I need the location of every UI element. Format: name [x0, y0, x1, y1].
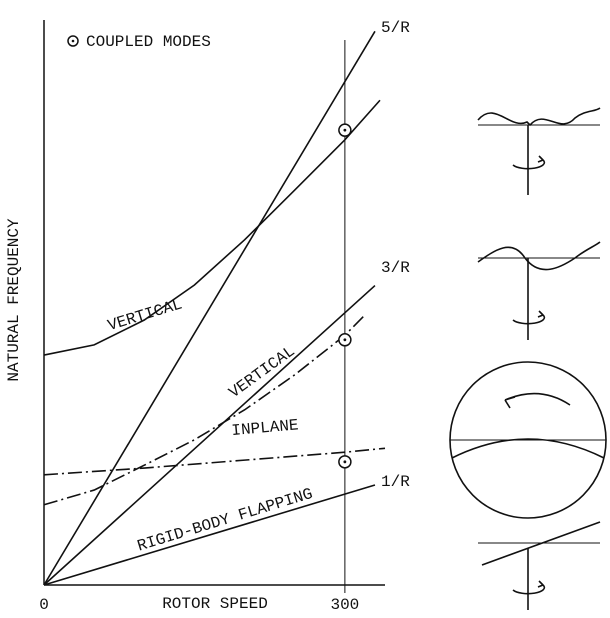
mode-sketches [449, 107, 607, 610]
coupled-mode-dot [343, 338, 347, 342]
series-label: VERTICAL [106, 295, 185, 335]
x-axis-label: ROTOR SPEED [162, 595, 268, 613]
series-label: 5/R [381, 19, 410, 37]
series-label: 1/R [381, 473, 410, 491]
series-line [43, 30, 376, 586]
x-tick-label: 0 [39, 596, 49, 614]
series-label: INPLANE [231, 416, 300, 440]
series-label: 3/R [381, 259, 410, 277]
coupled-mode-dot [343, 460, 347, 464]
series-line [43, 484, 376, 586]
legend-label: COUPLED MODES [86, 33, 211, 51]
series-label: VERTICAL [226, 342, 299, 402]
annotation: RIGID-BODY FLAPPING [135, 485, 315, 556]
series-line [43, 314, 366, 506]
series-line [43, 99, 381, 356]
legend-marker-dot [71, 39, 75, 43]
coupled-mode-dot [343, 128, 347, 132]
legend-marker [67, 35, 79, 47]
series-line [43, 284, 376, 586]
y-axis-label: NATURAL FREQUENCY [5, 218, 23, 382]
series-line [43, 447, 386, 476]
x-tick-label: 300 [330, 596, 359, 614]
